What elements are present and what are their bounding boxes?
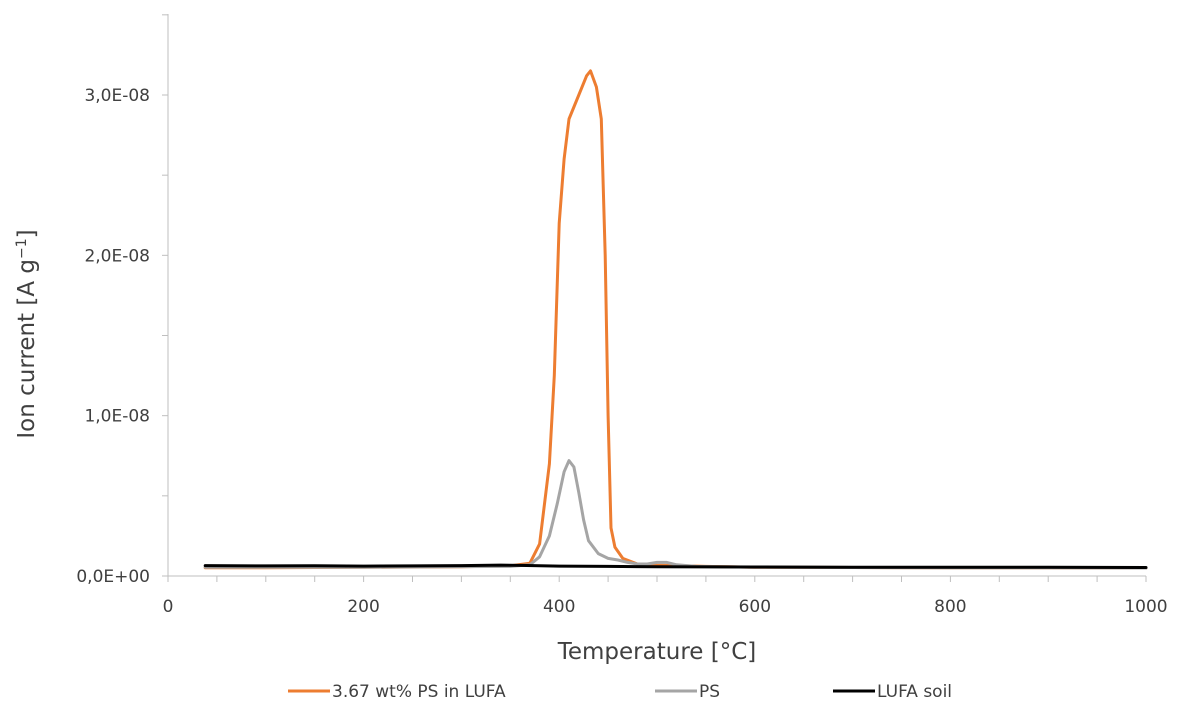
x-tick-labels: 0 200 400 600 800 1000 [163, 597, 1168, 617]
x-tick-label: 1000 [1124, 597, 1167, 617]
series-line-ps [203, 459, 1148, 570]
series-line-lufa-soil [203, 563, 1148, 569]
y-tick-label: 2,0E-08 [84, 246, 150, 266]
y-axis-title-main: Ion current [A g [14, 259, 40, 439]
legend-label: 3.67 wt% PS in LUFA [332, 682, 506, 702]
y-tick-labels: 0,0E+00 1,0E-08 2,0E-08 3,0E-08 [76, 86, 150, 587]
legend: 3.67 wt% PS in LUFA PS LUFA soil [288, 682, 952, 702]
y-axis-title: Ion current [A g−1] [14, 229, 40, 438]
series-line-3-67-wt-ps-in-lufa [203, 69, 1148, 570]
y-tick-label: 1,0E-08 [84, 407, 150, 427]
x-tick-label: 200 [347, 597, 379, 617]
y-minor-ticks [162, 14, 168, 577]
y-tick-label: 3,0E-08 [84, 86, 150, 106]
x-tick-label: 400 [543, 597, 575, 617]
y-axis-title-superscript: −1 [14, 238, 30, 259]
x-axis-title: Temperature [°C] [557, 639, 757, 665]
series-lines [203, 69, 1148, 570]
y-axis-title-suffix: ] [14, 229, 40, 238]
x-tick-label: 600 [739, 597, 771, 617]
x-minor-ticks [167, 576, 1147, 582]
legend-label: LUFA soil [877, 682, 952, 702]
y-tick-label: 0,0E+00 [76, 567, 150, 587]
legend-label: PS [699, 682, 720, 702]
x-tick-label: 0 [163, 597, 174, 617]
x-tick-label: 800 [934, 597, 966, 617]
